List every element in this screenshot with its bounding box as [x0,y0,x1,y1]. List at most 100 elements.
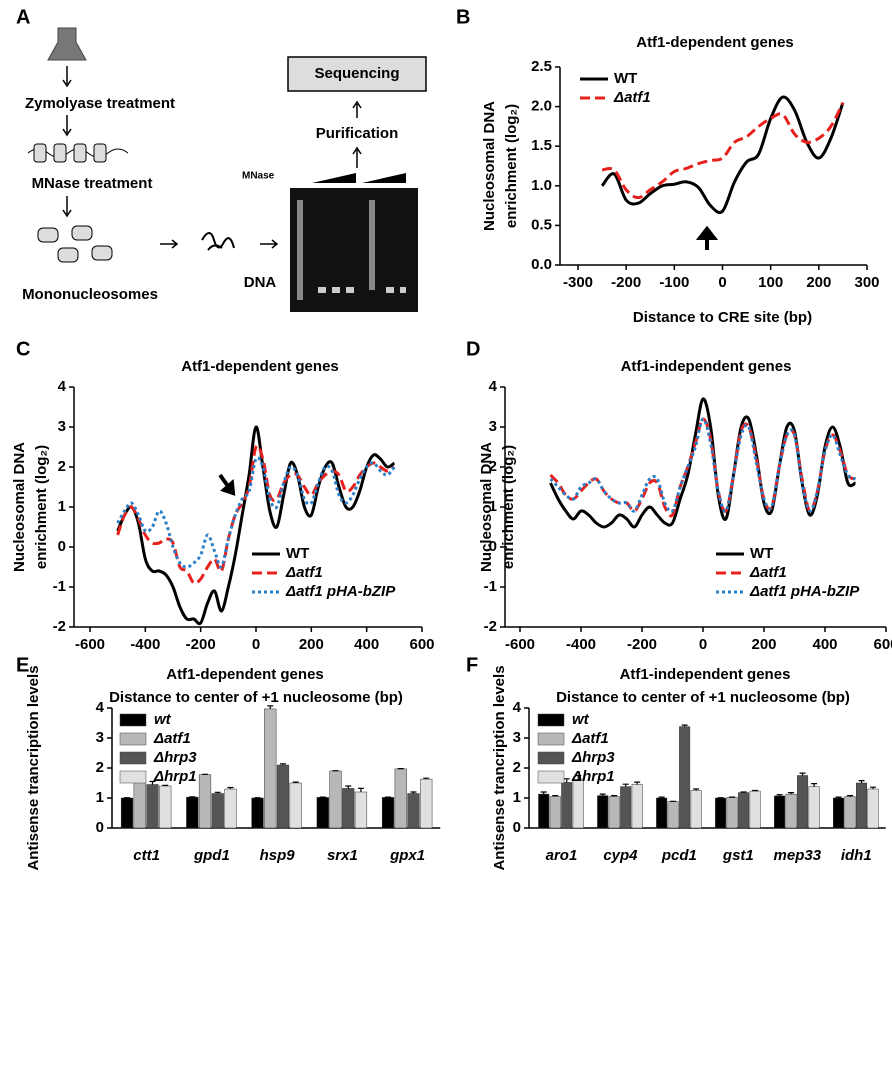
bar [679,726,691,829]
error-bar [540,791,547,795]
x-tick-label: -600 [505,636,535,653]
gel-bands [297,200,406,300]
bar [808,786,820,829]
x-tick-label: 100 [758,274,783,291]
bar [420,778,433,829]
panel-letter: D [466,338,480,360]
x-tick-label: gpd1 [193,847,230,864]
legend-label: Δhrp3 [153,749,197,766]
error-bar [681,724,688,727]
x-tick-label: ctt1 [133,847,160,864]
error-bar [279,763,286,765]
error-bar [292,781,299,783]
x-tick-label: -200 [186,636,216,653]
y-tick-label: 4 [513,699,522,716]
legend-swatch [537,732,565,746]
y-axis-label: enrichment (log₂) [500,445,517,569]
bar [856,782,868,829]
error-bar [214,791,221,794]
error-bar [693,788,700,791]
x-tick-label: 200 [299,636,324,653]
legend-swatch [119,732,147,746]
x-tick-label: idh1 [841,847,872,864]
legend-label: Δhrp1 [153,768,197,785]
y-axis-label: enrichment (log₂) [503,104,520,228]
legend-swatch [537,713,565,727]
y-tick-label: 2.5 [531,58,552,75]
flask [47,27,87,61]
error-bar [345,785,352,789]
x-tick-label: gpx1 [389,847,425,864]
y-tick-label: 1 [58,498,66,515]
x-tick-label: 400 [812,636,837,653]
line-series [116,456,396,569]
y-tick-label: 0 [96,819,104,836]
legend-label: Δhrp1 [571,768,615,785]
y-tick-label: 2 [58,458,66,475]
bar [354,791,368,829]
line-series [116,425,396,626]
step-label: Mononucleosomes [22,286,158,303]
error-bar [267,705,274,709]
bar [844,796,856,829]
error-bar [162,784,169,786]
bar [159,785,172,829]
bar [329,770,342,829]
error-bar [835,796,842,798]
panel-a: A Zymolyase treatment MNase treatment Mo… [16,6,427,312]
y-tick-label: 0.5 [531,216,552,233]
bar [749,790,761,829]
error-bar [858,780,865,783]
error-bar [149,780,156,785]
x-tick-label: -200 [611,274,641,291]
y-tick-label: 1 [489,498,497,515]
legend-swatch [537,751,565,765]
arrow [62,196,72,218]
bar [342,788,355,829]
bar [394,768,407,829]
legend-swatch [537,770,565,784]
x-tick-label: 0 [252,636,260,653]
error-bar [622,783,629,787]
panel-letter: F [466,654,478,676]
y-axis-label: Nucleosomal DNA [11,442,28,572]
bar [251,797,264,829]
chart-title: Atf1-dependent genes [166,666,324,683]
bar [667,801,679,829]
bar [833,797,845,829]
line-series [116,444,396,585]
step-label: Purification [316,125,399,142]
sequencing-box [287,56,427,92]
bar [120,797,134,829]
x-tick-label: pcd1 [661,847,697,864]
legend-label: Δatf1 [153,730,191,747]
step-label: DNA [244,274,277,291]
error-bar [658,796,665,798]
gel-label: MNase [242,171,275,182]
bar [690,790,702,829]
arrow [352,146,362,168]
line-series [549,417,857,518]
bar [186,796,199,829]
x-axis-label: Distance to center of +1 nucleosome (bp) [109,689,403,706]
legend-label: WT [750,545,773,562]
x-tick-label: -400 [130,636,160,653]
chart-title: Atf1-independent genes [620,666,791,683]
legend-label: WT [614,70,637,87]
y-tick-label: 4 [489,378,498,395]
legend-swatch [119,751,147,765]
y-axis-label: Nucleosomal DNA [478,442,495,572]
legend-label: Δatf1 pHA-bZIP [749,583,860,600]
panel-letter: B [456,6,470,28]
bar [211,793,224,829]
step-label: MNase treatment [32,175,153,192]
y-tick-label: 3 [58,418,66,435]
bar [608,796,620,829]
legend-label: Δatf1 pHA-bZIP [285,583,396,600]
y-tick-label: 1.5 [531,137,552,154]
y-axis-label: enrichment (log₂) [33,445,50,569]
legend-label: wt [572,711,590,728]
annotation-arrow [695,225,719,250]
legend-label: wt [154,711,172,728]
panel-letter: E [16,654,29,676]
